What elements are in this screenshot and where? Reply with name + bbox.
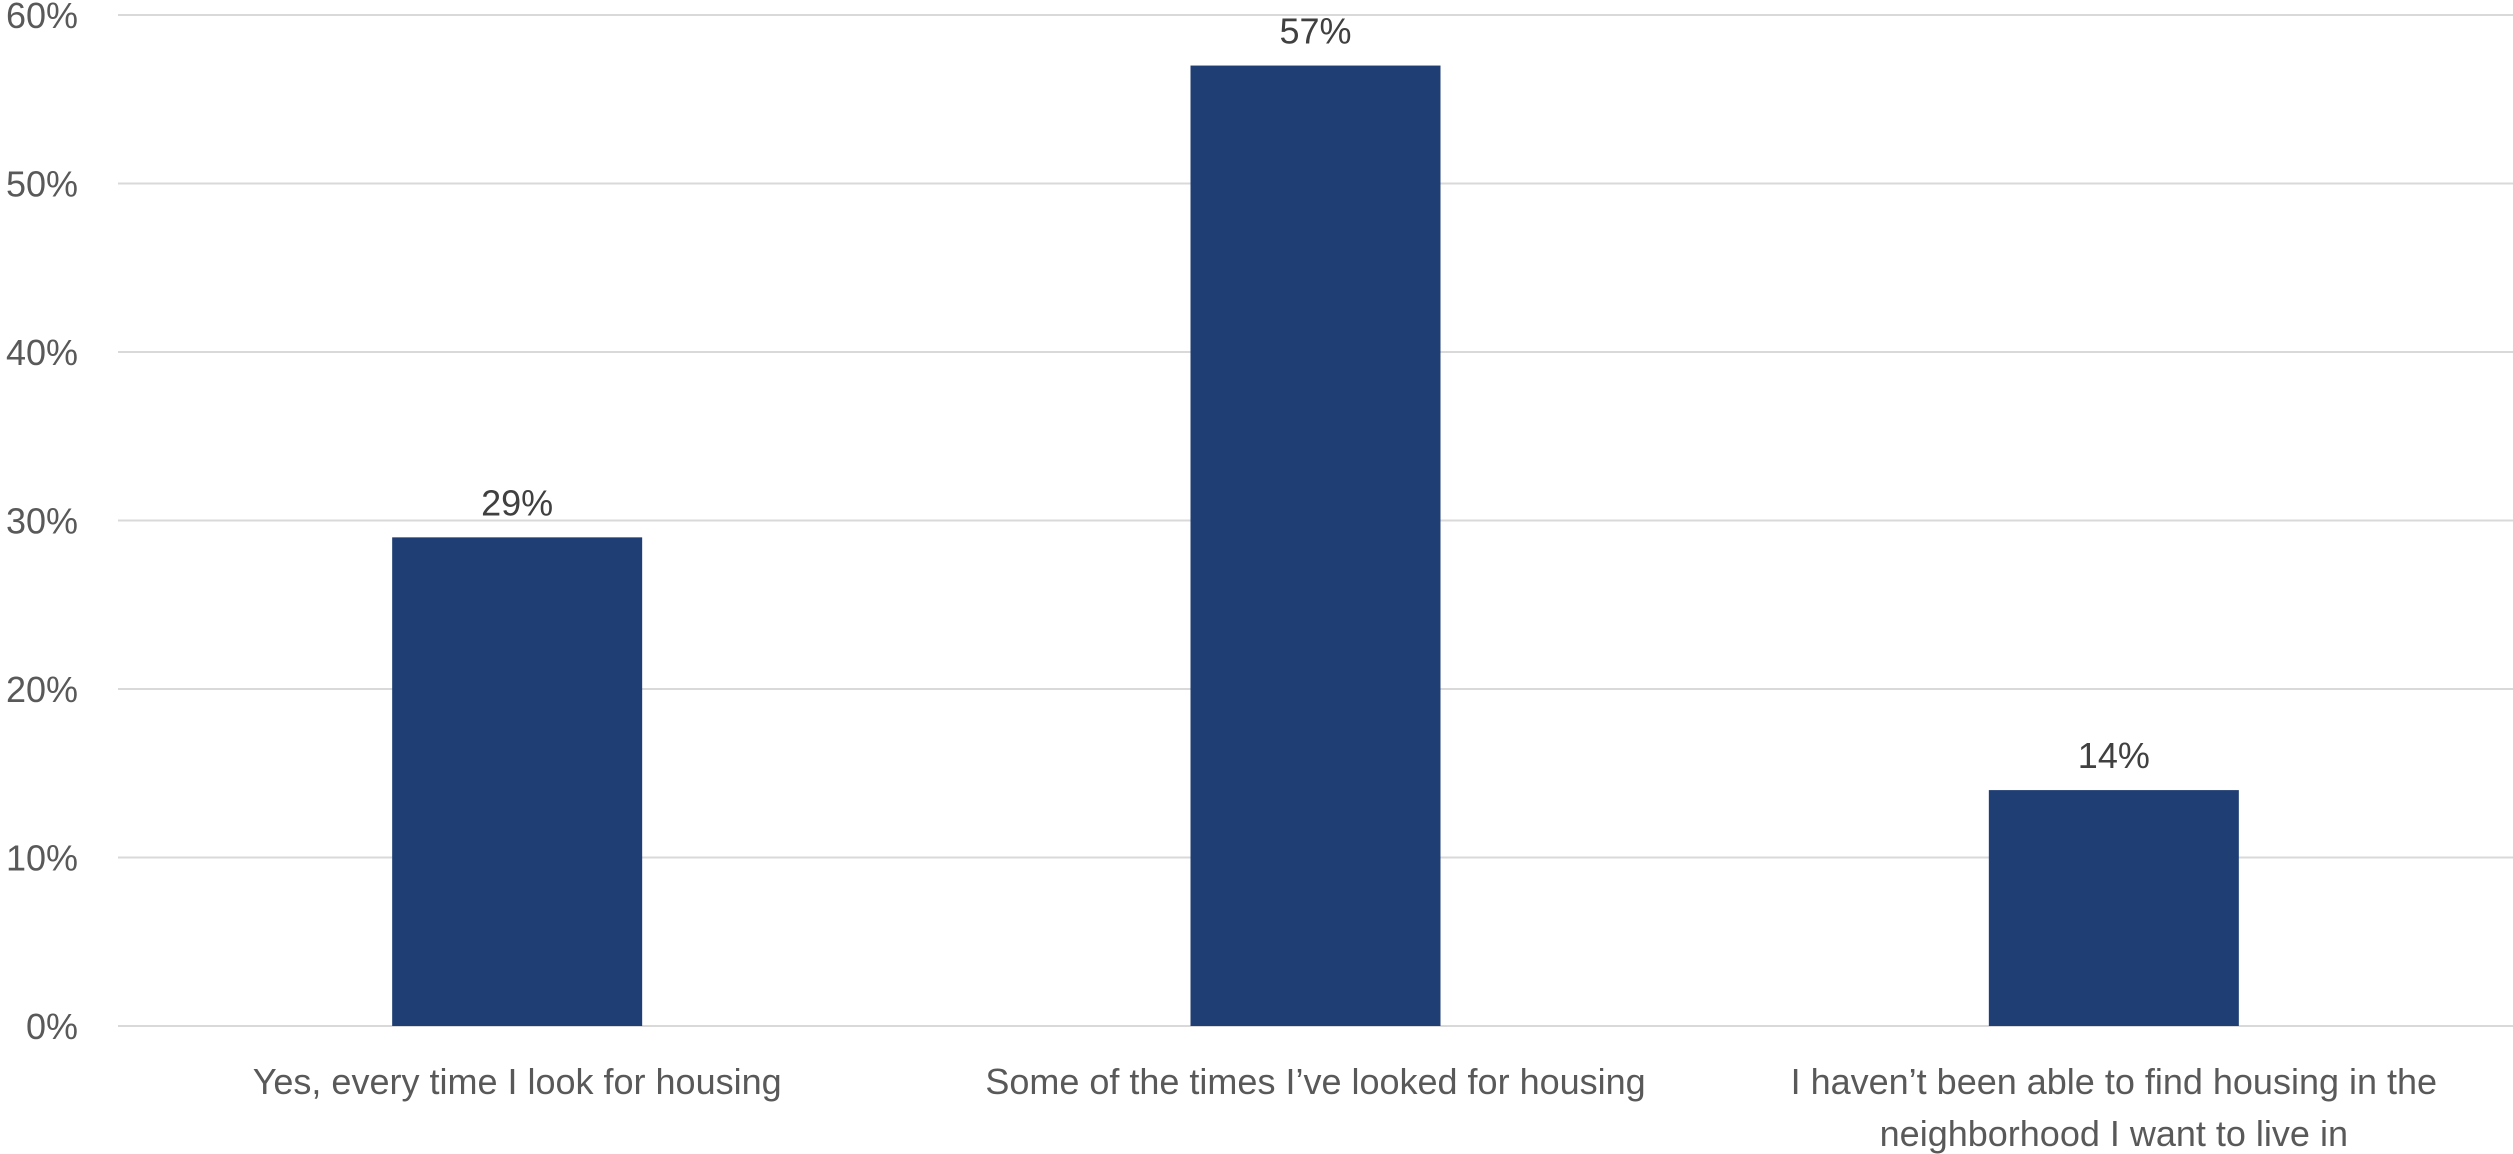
- y-tick-label: 30%: [6, 501, 78, 542]
- y-tick-label: 40%: [6, 332, 78, 373]
- y-tick-label: 0%: [26, 1006, 78, 1047]
- y-tick-label: 50%: [6, 164, 78, 205]
- category-label: neighborhood I want to live in: [1880, 1113, 2348, 1154]
- bar: [1988, 790, 2239, 1026]
- bars: [392, 65, 2239, 1027]
- data-label: 29%: [481, 482, 553, 523]
- category-label: Yes, every time I look for housing: [253, 1061, 782, 1102]
- bar: [1190, 65, 1441, 1027]
- category-label: Some of the times I’ve looked for housin…: [985, 1061, 1645, 1102]
- category-labels: Yes, every time I look for housing Some o…: [253, 1061, 2437, 1154]
- data-label: 14%: [2078, 735, 2150, 776]
- y-tick-label: 20%: [6, 669, 78, 710]
- y-axis-tick-labels: 0% 10% 20% 30% 40% 50% 60%: [6, 0, 78, 1047]
- data-labels: 29% 57% 14%: [481, 11, 2150, 777]
- data-label: 57%: [1279, 11, 1351, 52]
- category-label: I haven’t been able to find housing in t…: [1791, 1061, 2438, 1102]
- y-tick-label: 10%: [6, 838, 78, 879]
- y-tick-label: 60%: [6, 0, 78, 36]
- bar: [392, 537, 643, 1026]
